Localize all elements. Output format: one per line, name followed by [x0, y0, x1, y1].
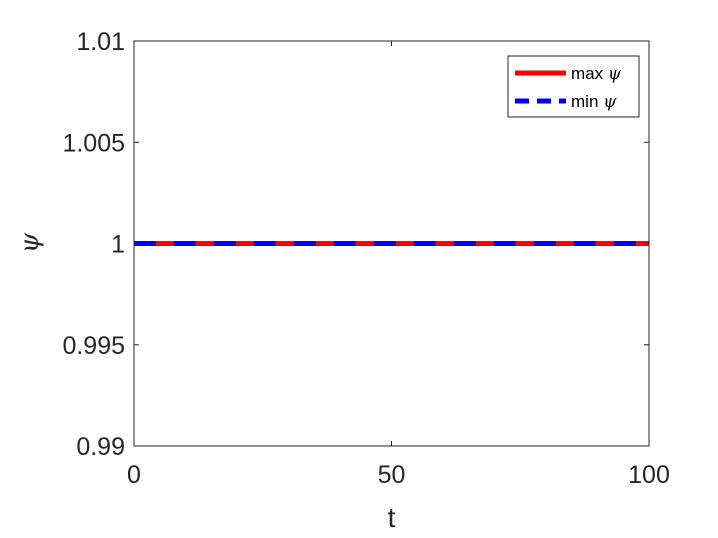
tick-layer: 0 50 100 0.99 0.995 1 1.005 1.01: [62, 28, 669, 489]
x-tick-label: 0: [127, 461, 141, 489]
x-axis-label: t: [388, 502, 396, 533]
y-axis-label-group: ψ: [15, 232, 45, 253]
legend-label-symbol: ψ: [608, 64, 622, 84]
legend-label: min ψ: [571, 92, 617, 112]
y-tick-label: 0.995: [62, 332, 125, 360]
y-tick-label: 0.99: [76, 433, 125, 461]
y-tick-label: 1.005: [62, 129, 125, 157]
x-axis-label-group: t: [388, 502, 396, 533]
y-tick-label: 1: [111, 231, 125, 259]
y-axis-label: ψ: [15, 232, 45, 253]
y-tick-label: 1.01: [76, 28, 125, 56]
x-tick-label: 50: [378, 461, 406, 489]
legend-box: [507, 55, 640, 118]
legend-label: max ψ: [571, 64, 622, 84]
x-tick-label: 100: [628, 461, 670, 489]
legend: max ψ min ψ: [507, 55, 640, 118]
legend-label-symbol: ψ: [603, 92, 617, 112]
